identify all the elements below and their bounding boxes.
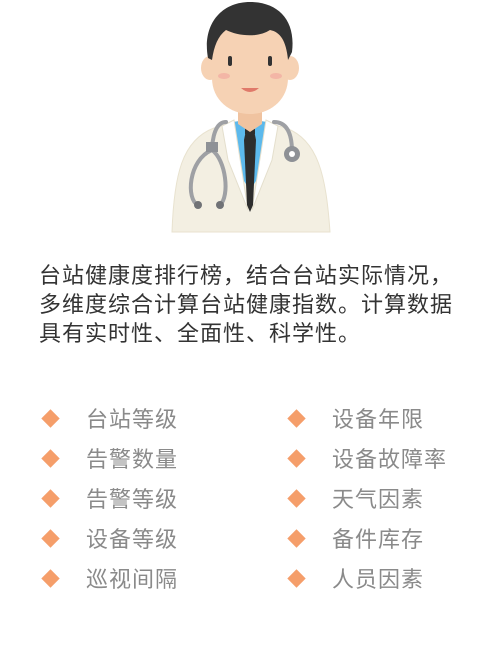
- diamond-bullet-icon: [287, 568, 306, 588]
- doctor-face: [212, 12, 288, 114]
- eye-left: [228, 56, 232, 66]
- feature-label: 台站等级: [86, 408, 179, 433]
- feature-item: 设备等级: [41, 518, 177, 558]
- doctor-tie: [244, 130, 256, 212]
- feature-item: 设备年限: [287, 398, 423, 438]
- feature-item: 巡视间隔: [41, 558, 177, 598]
- diamond-bullet-icon: [287, 528, 306, 548]
- feature-item: 设备故障率: [287, 438, 446, 478]
- feature-label: 天气因素: [332, 488, 425, 513]
- feature-item: 天气因素: [287, 478, 423, 518]
- feature-item: 人员因素: [287, 558, 423, 598]
- diamond-bullet-icon: [41, 568, 60, 588]
- diamond-bullet-icon: [287, 488, 306, 508]
- coat-lapel-right: [251, 119, 279, 211]
- eye-right: [268, 56, 272, 66]
- feature-item: 告警数量: [41, 438, 177, 478]
- diamond-bullet-icon: [41, 488, 60, 508]
- feature-label: 巡视间隔: [86, 568, 179, 593]
- feature-label: 设备等级: [86, 528, 179, 553]
- diamond-bullet-icon: [41, 408, 60, 428]
- feature-label: 告警数量: [86, 448, 179, 473]
- health-ranking-description: 台站健康度排行榜，结合台站实际情况，多维度综合计算台站健康指数。计算数据具有实时…: [39, 264, 454, 347]
- doctor-illustration: [171, 2, 331, 233]
- diamond-bullet-icon: [287, 448, 306, 468]
- feature-label: 设备故障率: [332, 448, 448, 473]
- doctor-hair: [206, 2, 293, 60]
- feature-label: 告警等级: [86, 488, 179, 513]
- doctor-mouth: [241, 88, 259, 92]
- feature-label: 备件库存: [332, 528, 425, 553]
- feature-item: 备件库存: [287, 518, 423, 558]
- diamond-bullet-icon: [41, 448, 60, 468]
- diamond-bullet-icon: [287, 408, 306, 428]
- feature-item: 告警等级: [41, 478, 177, 518]
- coat-lapel-left: [221, 119, 249, 211]
- feature-label: 人员因素: [332, 568, 425, 593]
- diamond-bullet-icon: [41, 528, 60, 548]
- feature-label: 设备年限: [332, 408, 425, 433]
- health-factor-list: 台站等级 告警数量 告警等级 设备等级 巡视间隔 设备年限 设备故障率 天气因素…: [0, 398, 500, 598]
- feature-item: 台站等级: [41, 398, 177, 438]
